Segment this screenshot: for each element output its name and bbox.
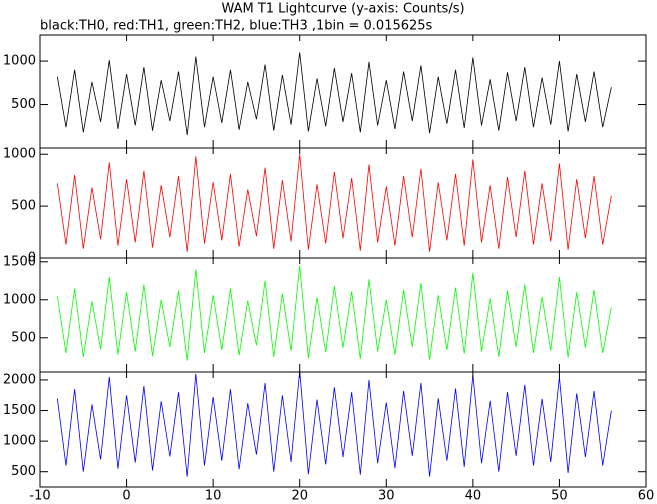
chart-subtitle: black:TH0, red:TH1, green:TH2, blue:TH3 …	[40, 19, 433, 34]
x-tick-label: 60	[638, 489, 655, 504]
y-tick-label: 1500	[3, 403, 36, 418]
panel-frame	[39, 371, 647, 488]
y-tick-label: 500	[11, 199, 36, 214]
y-tick-label: 0	[28, 251, 36, 266]
y-tick-label: 2000	[3, 372, 36, 387]
chart-title: WAM T1 Lightcurve (y-axis: Counts/s)	[221, 2, 464, 17]
x-tick-label: 50	[551, 489, 568, 504]
y-tick-label: 1000	[3, 147, 36, 162]
x-tick-label: 30	[378, 489, 395, 504]
y-tick-label: 500	[11, 97, 36, 112]
x-tick-label: 0	[122, 489, 130, 504]
y-tick-label: 1000	[3, 434, 36, 449]
y-tick-label: 1000	[3, 292, 36, 307]
y-tick-label: 500	[11, 330, 36, 345]
x-tick-label: 40	[465, 489, 482, 504]
x-tick-label: -10	[29, 489, 50, 504]
series-line	[56, 370, 612, 477]
y-tick-label: 1500	[3, 254, 36, 269]
y-tick-label: 500	[11, 464, 36, 479]
x-tick-label: 10	[205, 489, 222, 504]
x-tick-label: 20	[291, 489, 308, 504]
series-line	[56, 265, 612, 361]
y-tick-label: 1000	[3, 54, 36, 69]
series-line	[56, 154, 612, 252]
series-line	[56, 52, 612, 136]
